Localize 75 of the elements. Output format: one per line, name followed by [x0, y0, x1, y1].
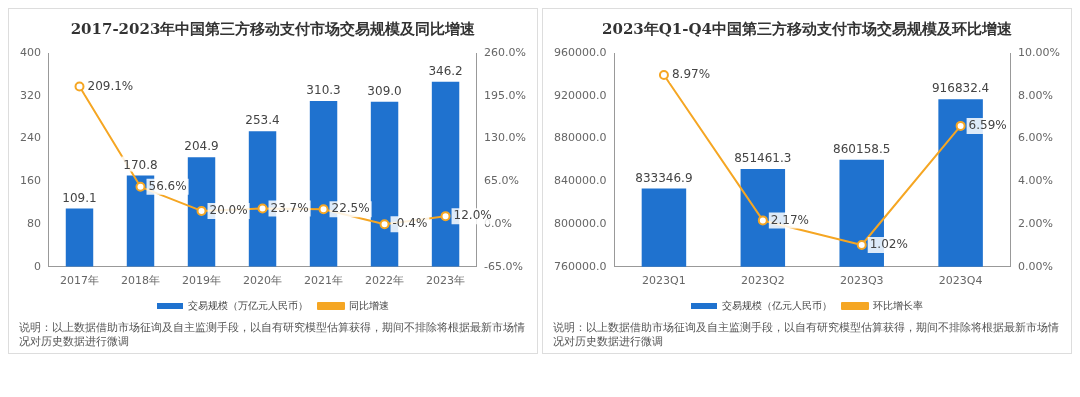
y2-tick-label: 8.00% — [1018, 88, 1054, 102]
text: 说明：以上数据借助市场征询及自主监测手段，以自有研究模型估算获得，期间不排除将根据最新市场情况对历史数据进行微调 — [552, 321, 1060, 349]
data-label: 109.1 — [62, 190, 97, 205]
legend-label: 环比增长率 — [873, 299, 923, 311]
y-tick-label: 0 — [34, 259, 41, 273]
point — [658, 70, 669, 81]
legend-label: 交易规模（万亿元人民币） — [188, 299, 308, 311]
data-label: 310.3 — [306, 83, 341, 98]
y2-tick-label: 2.00% — [1018, 216, 1054, 230]
y-tick-label: 880000.0 — [553, 131, 607, 145]
data-label: 6.59% — [968, 118, 1007, 133]
data-label: 851461.3 — [734, 151, 792, 166]
y-tick-label: 960000.0 — [553, 45, 607, 59]
data-label: 209.1% — [87, 78, 134, 93]
x-tick-label: 2023Q1 — [642, 274, 686, 288]
x-tick-label: 2018年 — [121, 274, 161, 288]
point — [757, 215, 768, 226]
data-label: 170.8 — [123, 157, 158, 172]
data-label: -0.4% — [392, 216, 428, 231]
point — [196, 205, 207, 216]
y2-tick-label: -65.0% — [484, 259, 523, 273]
y2-tick-label: 6.00% — [1018, 131, 1054, 145]
data-label: 23.7% — [270, 200, 309, 215]
data-label: 204.9 — [184, 139, 219, 154]
data-label: 20.0% — [209, 203, 248, 218]
data-label: 22.5% — [331, 201, 370, 216]
y2-tick-label: 0.00% — [1018, 259, 1054, 273]
data-label: 56.6% — [148, 178, 187, 193]
point — [135, 181, 146, 192]
point — [440, 211, 451, 222]
x-tick-label: 2023Q4 — [938, 274, 983, 288]
chart-title: 2017-2023年中国第三方移动支付市场交易规模及同比增速 — [70, 19, 477, 38]
text: 说明：以上数据借助市场征询及自主监测手段，以自有研究模型估算获得，期间不排除将根据最新市场情况对历史数据进行微调 — [18, 321, 526, 349]
data-label: 253.4 — [245, 113, 280, 128]
y-tick-label: 760000.0 — [553, 259, 607, 273]
y2-tick-label: 260.0% — [484, 45, 527, 59]
legend-label: 交易规模（亿元人民币） — [722, 299, 832, 311]
x-tick-label: 2019年 — [182, 274, 222, 288]
point — [955, 120, 966, 131]
x-tick-label: 2021年 — [304, 274, 344, 288]
y-tick-label: 240 — [20, 131, 41, 145]
data-label: 860158.5 — [833, 141, 891, 156]
y-tick-label: 80 — [27, 216, 41, 230]
y2-tick-label: 65.0% — [484, 174, 520, 188]
data-label: 2.17% — [770, 212, 809, 227]
y2-tick-label: 10.00% — [1018, 45, 1061, 59]
data-label: 309.0 — [367, 83, 402, 98]
y-tick-label: 160 — [20, 174, 41, 188]
x-tick-label: 2022年 — [365, 274, 405, 288]
x-tick-label: 2023Q2 — [741, 274, 785, 288]
point — [379, 219, 390, 230]
x-tick-label: 2020年 — [243, 274, 283, 288]
data-label: 346.2 — [428, 63, 463, 78]
x-tick-label: 2017年 — [60, 274, 99, 288]
y-tick-label: 320 — [20, 88, 41, 102]
point — [318, 204, 329, 215]
data-label: 8.97% — [671, 67, 711, 82]
point — [74, 81, 85, 92]
data-label: 833346.9 — [635, 170, 693, 185]
point — [257, 203, 268, 214]
y-tick-label: 920000.0 — [553, 88, 607, 102]
bar — [65, 208, 94, 267]
y-tick-label: 400 — [20, 45, 41, 59]
y2-tick-label: 195.0% — [484, 88, 527, 102]
data-label: 1.02% — [869, 237, 908, 252]
data-label: 916832.4 — [931, 81, 990, 96]
y2-tick-label: 130.0% — [484, 131, 527, 145]
x-tick-label: 2023Q3 — [839, 274, 884, 288]
point — [856, 239, 867, 250]
y2-tick-label: 4.00% — [1018, 174, 1054, 188]
y-tick-label: 800000.0 — [553, 216, 607, 230]
chart-title: 2023年Q1-Q4中国第三方移动支付市场交易规模及环比增速 — [602, 19, 1013, 38]
y-tick-label: 840000.0 — [553, 174, 607, 188]
x-tick-label: 2023年 — [426, 274, 466, 288]
legend-label: 同比增速 — [349, 299, 389, 311]
